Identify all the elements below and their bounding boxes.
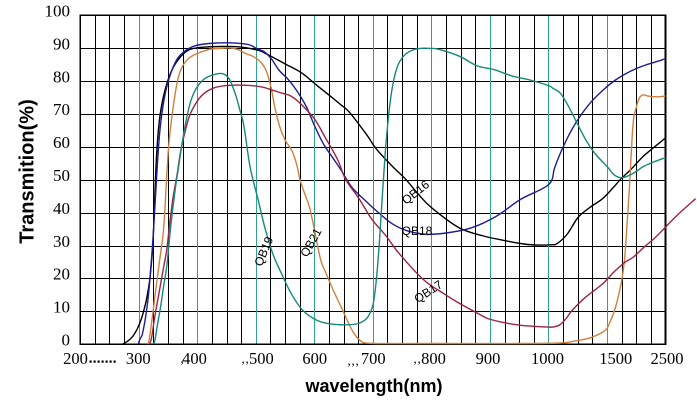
svg-text:400: 400 xyxy=(182,349,207,368)
svg-text:,: , xyxy=(418,351,421,366)
svg-text:,: , xyxy=(356,353,359,368)
svg-text:,: , xyxy=(246,351,249,366)
svg-text:30: 30 xyxy=(53,232,70,251)
svg-text:QB18: QB18 xyxy=(402,224,433,238)
svg-text:500: 500 xyxy=(249,349,274,368)
svg-text:,: , xyxy=(348,353,351,368)
svg-text:,: , xyxy=(352,353,355,368)
svg-text:300: 300 xyxy=(126,349,151,368)
svg-text:,: , xyxy=(414,351,417,366)
svg-text:1500: 1500 xyxy=(599,349,632,368)
svg-text:600: 600 xyxy=(302,349,327,368)
svg-text:1000: 1000 xyxy=(531,349,564,368)
svg-text:800: 800 xyxy=(421,349,446,368)
svg-text:,: , xyxy=(181,351,184,366)
svg-text:0: 0 xyxy=(62,331,71,350)
svg-text:900: 900 xyxy=(476,349,501,368)
svg-text:Transmition(%): Transmition(%) xyxy=(17,99,39,243)
svg-text:40: 40 xyxy=(53,199,70,218)
svg-text:70: 70 xyxy=(53,100,70,119)
svg-text:90: 90 xyxy=(53,34,70,53)
svg-text:80: 80 xyxy=(53,67,70,86)
svg-text:2500: 2500 xyxy=(651,349,684,368)
svg-text:10: 10 xyxy=(53,298,70,317)
svg-text:200: 200 xyxy=(63,349,88,368)
svg-text:,: , xyxy=(242,351,245,366)
svg-text:20: 20 xyxy=(53,265,70,284)
svg-text:50: 50 xyxy=(53,166,70,185)
svg-text:60: 60 xyxy=(53,133,70,152)
svg-text:wavelength(nm): wavelength(nm) xyxy=(304,376,442,396)
svg-text:700: 700 xyxy=(361,349,386,368)
svg-text:100: 100 xyxy=(45,2,71,21)
